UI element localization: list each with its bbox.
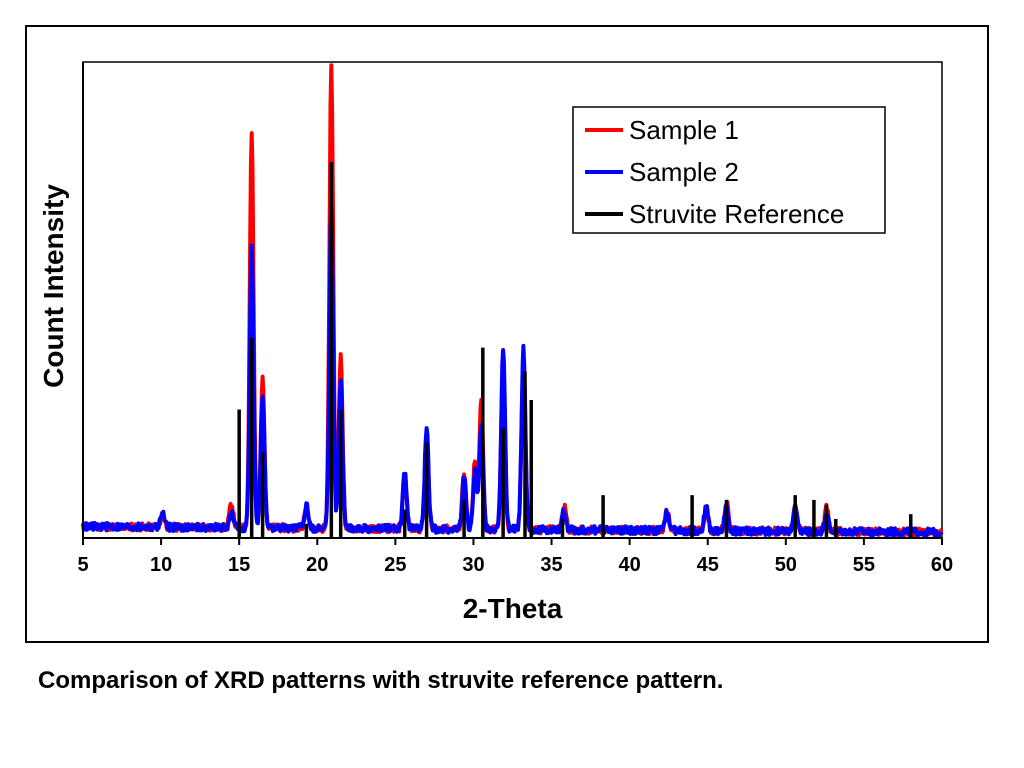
legend-label: Struvite Reference [629, 199, 844, 229]
figure-caption: Comparison of XRD patterns with struvite… [38, 667, 724, 694]
x-tick-label: 35 [540, 554, 562, 576]
x-tick-label: 5 [77, 554, 88, 576]
x-tick-label: 40 [619, 554, 641, 576]
legend-label: Sample 2 [629, 157, 739, 187]
x-tick-label: 30 [462, 554, 484, 576]
x-tick-label: 60 [931, 554, 953, 576]
x-tick-label: 15 [228, 554, 250, 576]
x-tick-label: 50 [775, 554, 797, 576]
series-line-sample-2 [81, 204, 944, 538]
legend-box [572, 106, 886, 234]
x-axis-title: 2-Theta [463, 593, 563, 624]
legend: Sample 1 Sample 2 Struvite Reference [572, 106, 886, 234]
xrd-chart: 5 10 15 20 25 30 35 40 45 50 55 60 2-Theta Count In… [38, 61, 953, 624]
legend-label: Sample 1 [629, 115, 739, 145]
x-tick-label: 55 [853, 554, 875, 576]
x-tick-label: 20 [306, 554, 328, 576]
x-tick-label: 10 [150, 554, 172, 576]
x-tick-label: 45 [697, 554, 719, 576]
chart-frame: 5 10 15 20 25 30 35 40 45 50 55 60 2-Theta Count In… [25, 25, 989, 643]
y-axis-title: Count Intensity [38, 184, 69, 388]
x-tick-label: 25 [384, 554, 406, 576]
